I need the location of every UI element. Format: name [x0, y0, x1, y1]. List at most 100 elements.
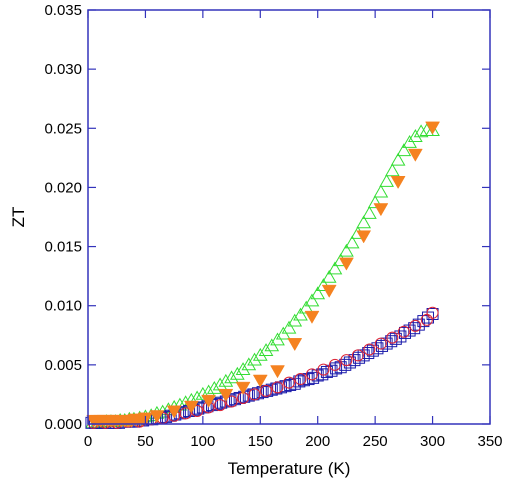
data-point	[229, 393, 242, 406]
data-point	[304, 293, 320, 307]
data-point	[425, 121, 441, 135]
data-point	[390, 152, 406, 166]
data-point	[241, 357, 257, 371]
data-point	[283, 376, 295, 389]
y-tick-label: 0.020	[44, 179, 82, 196]
data-point	[229, 366, 245, 380]
y-tick-label: 0.035	[44, 2, 82, 19]
data-point	[294, 373, 307, 386]
x-tick-label: 200	[305, 433, 330, 450]
data-point	[356, 215, 372, 229]
data-point	[321, 284, 337, 298]
data-point	[376, 339, 389, 352]
y-tick-label: 0.025	[44, 120, 82, 137]
data-point	[271, 381, 284, 394]
data-point	[293, 375, 306, 388]
data-point	[396, 143, 412, 157]
data-point	[407, 129, 423, 142]
data-point	[195, 386, 211, 400]
data-point	[214, 399, 227, 412]
data-point	[233, 391, 246, 404]
data-point	[304, 310, 320, 324]
data-point	[265, 383, 278, 396]
data-point	[316, 278, 331, 291]
data-point	[252, 347, 268, 361]
x-tick-label: 350	[477, 433, 502, 450]
y-tick-label: 0.015	[44, 239, 82, 256]
data-point	[235, 362, 251, 375]
data-point	[270, 365, 285, 379]
data-point	[284, 378, 297, 391]
data-point	[225, 395, 238, 408]
data-point	[340, 354, 353, 367]
data-point	[172, 397, 188, 411]
tick-layer: 0 50 100 150 200 250 300 350 0.000 0.005 0.010 0.01…	[44, 2, 502, 450]
data-point	[356, 230, 372, 244]
data-point	[351, 349, 364, 362]
y-tick-label: 0.010	[44, 298, 82, 315]
data-point	[310, 286, 326, 300]
data-point	[316, 368, 329, 381]
data-point	[218, 373, 234, 387]
data-point	[206, 381, 222, 394]
data-point	[166, 405, 182, 419]
data-point	[218, 388, 234, 402]
data-point	[258, 343, 274, 357]
data-point	[339, 358, 352, 371]
data-point	[374, 337, 387, 350]
x-tick-label: 100	[190, 433, 215, 450]
y-tick-label: 0.030	[44, 61, 82, 78]
data-point	[328, 358, 341, 371]
x-tick-label: 50	[137, 433, 154, 450]
data-point	[413, 124, 429, 138]
data-point	[215, 396, 228, 409]
data-point	[247, 352, 262, 366]
data-point	[149, 410, 165, 424]
x-tick-label: 0	[84, 433, 92, 450]
x-tick-label: 250	[363, 433, 388, 450]
x-tick-label: 150	[248, 433, 273, 450]
series-layer	[85, 121, 441, 429]
data-point	[421, 311, 434, 324]
data-point	[252, 374, 268, 388]
data-point	[248, 388, 261, 401]
data-point	[343, 356, 356, 369]
series-open-circle	[87, 306, 439, 429]
data-point	[179, 407, 192, 420]
data-point	[242, 389, 255, 402]
data-point	[224, 370, 239, 384]
data-point	[339, 243, 354, 257]
data-point	[344, 235, 360, 249]
data-point	[279, 380, 292, 393]
data-point	[293, 307, 308, 321]
data-point	[320, 365, 333, 378]
data-point	[338, 257, 354, 271]
y-axis-title: ZT	[9, 207, 28, 228]
data-point	[201, 394, 217, 408]
x-axis-title: Temperature (K)	[228, 459, 351, 478]
x-tick-label: 300	[420, 433, 445, 450]
y-tick-label: 0.000	[44, 416, 82, 433]
data-point	[317, 363, 330, 376]
data-point	[409, 319, 422, 332]
data-point	[407, 148, 423, 162]
data-point	[425, 123, 440, 137]
data-point	[281, 320, 297, 334]
data-point	[183, 400, 199, 414]
data-point	[373, 203, 389, 217]
data-point	[373, 184, 389, 198]
data-point	[397, 325, 410, 338]
data-point	[390, 176, 406, 190]
data-point	[260, 384, 273, 397]
data-point	[325, 364, 338, 377]
y-tick-label: 0.005	[44, 357, 82, 374]
data-point	[327, 261, 343, 275]
data-point	[196, 401, 209, 414]
data-point	[363, 343, 376, 356]
data-point	[399, 326, 412, 339]
data-point	[305, 368, 318, 381]
data-point	[321, 269, 337, 283]
series-open-square	[85, 307, 439, 429]
data-point	[362, 205, 377, 219]
